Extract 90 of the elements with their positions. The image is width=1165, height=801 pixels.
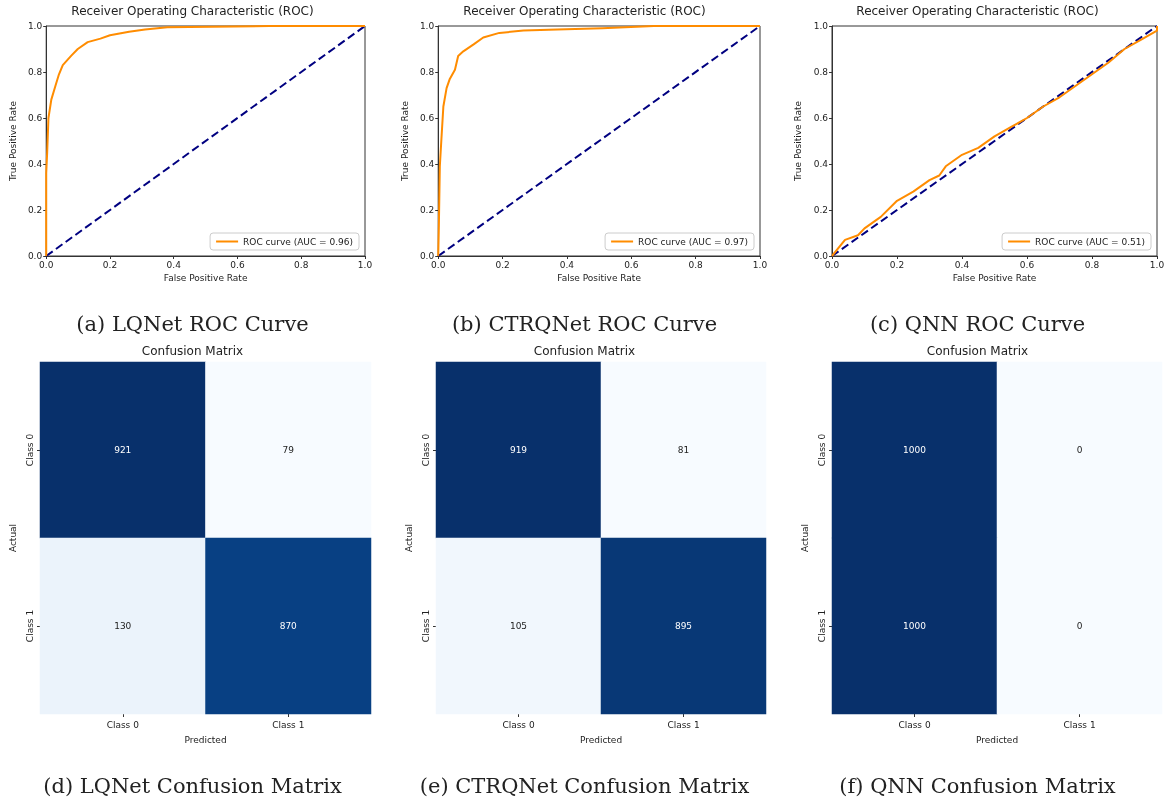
y-tick-label: Class 1 <box>24 609 35 643</box>
chart-title: Confusion Matrix <box>926 344 1029 358</box>
chart-title: Receiver Operating Characteristic (ROC) <box>856 4 1099 18</box>
x-tick-label: 1.0 <box>752 259 768 270</box>
x-tick-label: 0.2 <box>889 259 905 270</box>
chart-title: Receiver Operating Characteristic (ROC) <box>463 4 706 18</box>
y-tick-label: 0.6 <box>27 113 43 123</box>
x-axis-title: Predicted <box>184 734 227 745</box>
x-tick-label: 0.0 <box>431 259 446 270</box>
x-tick-label: 0.6 <box>230 259 245 270</box>
y-tick-label: 0.8 <box>419 67 435 77</box>
x-tick-label: 0.6 <box>1019 259 1035 270</box>
chart-title: Receiver Operating Characteristic (ROC) <box>71 4 314 18</box>
y-tick-label: 0.0 <box>419 251 435 261</box>
y-tick-label: 1.0 <box>419 21 435 31</box>
y-tick-label: Class 1 <box>816 609 827 643</box>
y-tick-label: 0.0 <box>27 251 43 261</box>
x-axis-title: Predicted <box>975 734 1019 745</box>
y-tick-label: Class 0 <box>24 433 35 467</box>
x-tick-label: Class 1 <box>272 719 305 730</box>
line-series <box>437 25 761 257</box>
data-label: 895 <box>674 621 693 631</box>
x-tick-label: Class 0 <box>502 719 535 730</box>
x-tick-label: 0.6 <box>624 259 639 270</box>
y-tick-label: Class 1 <box>420 609 431 643</box>
y-tick-label: 1.0 <box>813 21 829 31</box>
y-tick-label: 0.0 <box>813 251 829 261</box>
text: (e) CTRQNet Confusion Matrix <box>419 773 750 798</box>
x-axis-title: Predicted <box>579 734 623 745</box>
y-tick-label: 0.2 <box>27 205 43 215</box>
chart-title: Confusion Matrix <box>141 344 244 358</box>
y-axis-title: Actual <box>403 523 414 553</box>
x-tick-label: 0.0 <box>39 259 54 270</box>
line-series <box>831 25 1158 257</box>
x-tick-label: 0.4 <box>559 259 575 270</box>
x-tick-label: 0.8 <box>688 259 704 270</box>
y-axis-title: True Positive Rate <box>793 100 804 183</box>
text: (d) LQNet Confusion Matrix <box>43 773 342 798</box>
y-tick-label: 0.4 <box>813 159 829 169</box>
x-tick-label: Class 0 <box>898 719 931 730</box>
data-label: 1000 <box>903 445 927 455</box>
x-tick-label: 0.2 <box>495 259 510 270</box>
legend-label: ROC curve (AUC = 0.97) <box>638 236 749 247</box>
x-tick-label: 0.8 <box>1084 259 1100 270</box>
y-tick-label: 0.4 <box>27 159 43 169</box>
y-tick-label: 0.2 <box>813 205 828 215</box>
text: (c) QNN ROC Curve <box>869 311 1086 336</box>
text: (f) QNN Confusion Matrix <box>839 773 1116 798</box>
x-tick-label: 1.0 <box>357 259 373 270</box>
x-tick-label: 0.8 <box>294 259 309 270</box>
y-tick-label: 0.4 <box>419 159 435 169</box>
y-tick-label: 0.6 <box>419 113 435 123</box>
x-axis-title: False Positive Rate <box>952 273 1037 284</box>
data-label: 105 <box>509 621 528 631</box>
x-tick-label: 0.4 <box>166 259 182 270</box>
legend-label: ROC curve (AUC = 0.96) <box>243 236 354 247</box>
y-axis-title: True Positive Rate <box>399 100 410 183</box>
y-axis-title: Actual <box>7 523 18 553</box>
y-axis-title: Actual <box>799 523 810 553</box>
y-tick-label: Class 0 <box>420 433 431 467</box>
x-axis-title: False Positive Rate <box>557 273 642 284</box>
data-label: 81 <box>677 445 690 455</box>
y-tick-label: 1.0 <box>27 21 43 31</box>
x-tick-label: 0.2 <box>102 259 118 270</box>
data-label: 130 <box>114 621 132 631</box>
data-label: 1000 <box>903 621 927 631</box>
data-label: 79 <box>282 445 295 455</box>
x-tick-label: 1.0 <box>1149 259 1165 270</box>
y-axis-title: True Positive Rate <box>7 100 18 183</box>
x-tick-label: 0.0 <box>824 259 840 270</box>
chart-title: Confusion Matrix <box>533 344 636 358</box>
data-label: 919 <box>509 445 528 455</box>
y-tick-label: Class 0 <box>816 433 827 467</box>
y-tick-label: 0.8 <box>813 67 829 77</box>
data-label: 870 <box>279 621 298 631</box>
x-tick-label: Class 1 <box>1063 719 1096 730</box>
data-label: 0 <box>1076 621 1083 631</box>
legend-label: ROC curve (AUC = 0.51) <box>1035 236 1146 247</box>
line-series <box>45 25 366 257</box>
text: (a) LQNet ROC Curve <box>76 311 309 336</box>
y-tick-label: 0.8 <box>27 67 43 77</box>
x-tick-label: Class 0 <box>106 719 140 730</box>
x-tick-label: Class 1 <box>667 719 700 730</box>
x-axis-title: False Positive Rate <box>163 273 248 284</box>
data-label: 0 <box>1076 445 1083 455</box>
y-tick-label: 0.2 <box>419 205 435 215</box>
text: (b) CTRQNet ROC Curve <box>451 311 718 336</box>
data-label: 921 <box>114 445 132 455</box>
y-tick-label: 0.6 <box>813 113 829 123</box>
x-tick-label: 0.4 <box>954 259 970 270</box>
